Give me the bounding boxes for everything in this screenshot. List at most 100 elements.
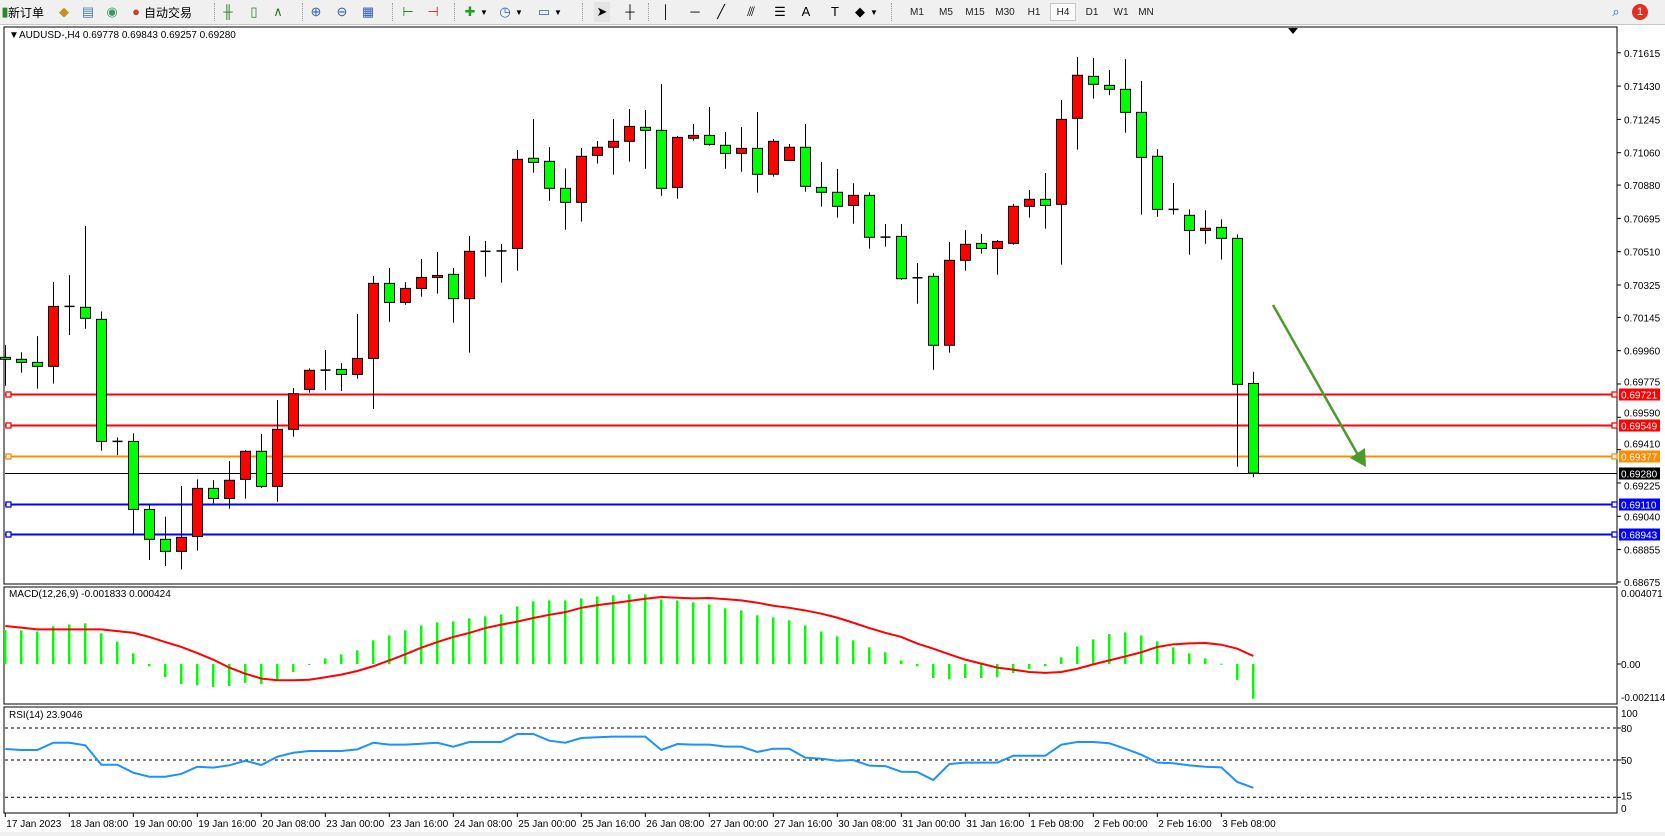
candle[interactable] [256,434,267,489]
candle[interactable] [800,124,811,192]
candle[interactable] [352,313,363,379]
candle[interactable] [544,147,555,201]
line-chart-button[interactable]: ∧ [270,2,286,22]
level-handle-icon[interactable] [5,531,12,538]
candle[interactable] [448,268,459,323]
periods-button[interactable]: ◷ ▼ [497,2,523,22]
candle[interactable] [864,192,875,249]
candle[interactable] [1072,56,1083,150]
candle[interactable] [0,345,11,386]
tile-windows-button[interactable]: ▦ [360,2,376,22]
candle[interactable] [208,480,219,504]
candle[interactable] [1216,219,1227,260]
candle[interactable] [976,234,987,254]
level-handle-icon[interactable] [5,422,12,429]
new-order-button[interactable]: ▮ 新订单 [1,2,44,22]
candle[interactable] [624,108,635,162]
candle[interactable] [480,241,491,277]
candle[interactable] [944,241,955,353]
collapse-triangle-icon[interactable]: ▼ [9,30,19,41]
candle[interactable] [176,486,187,570]
chart-shift-marker-icon[interactable] [1288,28,1298,34]
search-button[interactable]: ⌕ [1608,2,1624,22]
candle[interactable] [960,230,971,271]
candle[interactable] [512,149,523,271]
candle[interactable] [720,131,731,169]
candle[interactable] [96,311,107,451]
candle[interactable] [32,336,43,389]
timeframe-mn-button[interactable]: MN [1138,6,1154,18]
candle[interactable] [928,273,939,370]
timeframe-h1-button[interactable]: H1 [1027,6,1041,18]
candle[interactable] [288,388,299,437]
zoom-out-button[interactable]: ⊖ [334,2,350,22]
candle[interactable] [336,363,347,391]
candle[interactable] [16,352,27,373]
signals-button[interactable]: ◉ [104,2,120,22]
candle[interactable] [1152,149,1163,217]
fibo-button[interactable]: ☰ [772,2,788,22]
candle[interactable] [384,268,395,322]
candle[interactable] [576,148,587,222]
candle[interactable] [832,169,843,218]
candle[interactable] [304,368,315,393]
candle[interactable] [672,135,683,199]
candle[interactable] [640,110,651,169]
chart-shift-button[interactable]: ⊣ [425,2,441,22]
candle[interactable] [992,239,1003,275]
templates-button[interactable]: ▭ ▼ [536,2,562,22]
candle[interactable] [896,223,907,280]
candle[interactable] [464,236,475,353]
trendline-button[interactable]: ╱ [713,2,729,22]
fibo-channel-button[interactable]: ⫻ [743,2,759,22]
candlestick-button[interactable]: ▯ [246,2,262,22]
candle[interactable] [528,119,539,173]
timeframe-m1-button[interactable]: M1 [910,6,924,18]
level-handle-icon[interactable] [1611,501,1618,508]
level-handle-icon[interactable] [1611,422,1618,429]
auto-trading-button[interactable]: ● 自动交易 [128,2,192,22]
timeframe-d1-button[interactable]: D1 [1085,6,1099,18]
candle[interactable] [1232,234,1243,467]
candle[interactable] [272,400,283,502]
candle[interactable] [880,223,891,247]
candle[interactable] [688,124,699,141]
candle[interactable] [608,119,619,175]
candle[interactable] [1088,58,1099,99]
candle[interactable] [48,282,59,384]
annotation-arrow-line[interactable] [1271,304,1360,456]
candle[interactable] [1168,183,1179,215]
candle[interactable] [1120,59,1131,133]
candle[interactable] [432,252,443,294]
candle[interactable] [400,282,411,305]
candle[interactable] [1136,81,1147,215]
text-label-button[interactable]: T [827,2,843,22]
candle[interactable] [144,505,155,561]
candle[interactable] [1200,210,1211,244]
candle[interactable] [560,168,571,230]
text-button[interactable]: A [798,2,814,22]
candle[interactable] [320,349,331,391]
candle[interactable] [368,275,379,409]
candle[interactable] [1040,173,1051,229]
timeframe-h4-button[interactable]: H4 [1050,3,1076,21]
level-handle-icon[interactable] [5,453,12,460]
candle[interactable] [816,162,827,207]
level-handle-icon[interactable] [1611,391,1618,398]
candle[interactable] [240,450,251,499]
bar-chart-button[interactable]: ╫ [220,2,236,22]
candle[interactable] [192,479,203,551]
candle[interactable] [912,263,923,304]
timeframe-m30-button[interactable]: M30 [995,6,1015,18]
candle[interactable] [496,243,507,283]
candle[interactable] [1024,189,1035,218]
candle[interactable] [1056,99,1067,265]
candle[interactable] [128,433,139,534]
level-handle-icon[interactable] [1611,453,1618,460]
horizontal-line-button[interactable]: ─ [687,2,703,22]
auto-scroll-button[interactable]: ⊢ [400,2,416,22]
level-handle-icon[interactable] [1611,531,1618,538]
shapes-button[interactable]: ◆ ▼ [852,2,878,22]
timeframe-m5-button[interactable]: M5 [939,6,953,18]
